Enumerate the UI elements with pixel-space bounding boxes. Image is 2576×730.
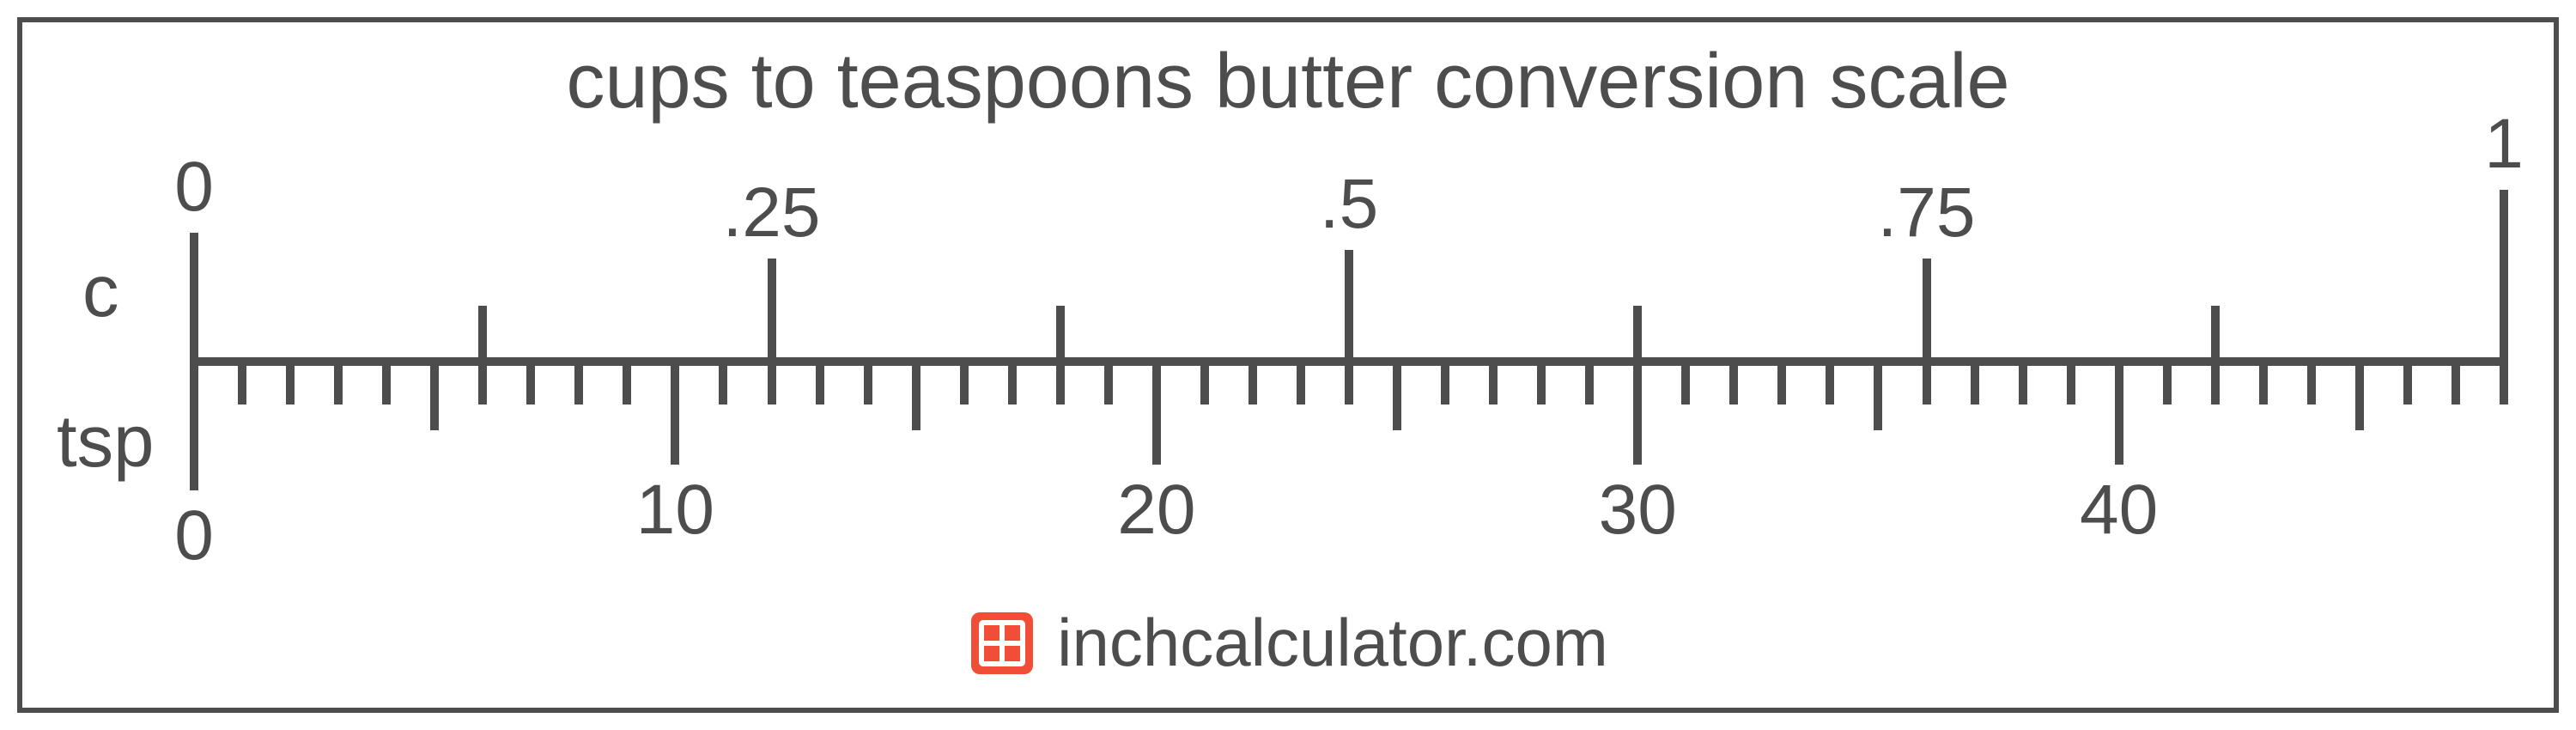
tick-mark <box>1537 362 1546 405</box>
tick-label: 1 <box>2484 104 2524 185</box>
tick-mark <box>1345 250 1353 362</box>
tick-label: 10 <box>636 470 714 551</box>
tick-mark <box>2163 362 2172 405</box>
tick-mark <box>382 362 391 405</box>
tick-label: 0 <box>174 147 214 228</box>
footer: inchcalculator.com <box>22 604 2554 682</box>
tick-mark <box>719 362 727 405</box>
tick-mark <box>1585 362 1594 405</box>
tick-mark <box>478 362 487 405</box>
tick-label: .75 <box>1878 173 1976 253</box>
tick-mark <box>816 362 824 405</box>
diagram-title: cups to teaspoons butter conversion scal… <box>22 38 2554 126</box>
tick-mark <box>2500 362 2508 405</box>
tick-mark <box>1345 362 1353 405</box>
tick-mark <box>1971 362 1979 405</box>
tick-label: 0 <box>174 496 214 576</box>
tick-mark <box>2067 362 2075 405</box>
tick-mark <box>2259 362 2268 405</box>
tick-mark <box>1249 362 1257 405</box>
tick-label: 30 <box>1599 470 1677 551</box>
tick-mark <box>1441 362 1449 405</box>
tick-mark <box>2115 362 2123 465</box>
tick-mark <box>1200 362 1209 405</box>
tick-mark <box>2403 362 2412 405</box>
tick-mark <box>1393 362 1401 430</box>
tick-label: .25 <box>723 173 821 253</box>
tick-mark <box>574 362 583 405</box>
footer-text: inchcalculator.com <box>1057 604 1608 682</box>
tick-mark <box>768 259 776 362</box>
tick-mark <box>2307 362 2316 405</box>
tick-label: 40 <box>2080 470 2158 551</box>
tick-mark <box>1056 362 1065 405</box>
tick-mark <box>1633 362 1642 465</box>
tick-mark <box>864 362 872 405</box>
tick-label: .5 <box>1320 164 1378 245</box>
tick-mark <box>960 362 969 405</box>
tick-mark <box>912 362 920 430</box>
tick-mark <box>1297 362 1305 405</box>
tick-mark <box>2451 362 2460 405</box>
tick-mark <box>526 362 535 405</box>
calculator-icon <box>968 609 1036 678</box>
tick-mark <box>2211 306 2220 362</box>
tick-mark <box>1826 362 1834 405</box>
unit-label-cups: c <box>82 250 119 334</box>
unit-label-teaspoons: tsp <box>57 400 154 484</box>
tick-mark <box>2019 362 2027 405</box>
tick-mark <box>286 362 295 405</box>
tick-label: 20 <box>1117 470 1195 551</box>
tick-mark <box>768 362 776 405</box>
diagram-frame: cups to teaspoons butter conversion scal… <box>17 17 2559 713</box>
tick-mark <box>1056 306 1065 362</box>
tick-mark <box>1681 362 1690 405</box>
tick-mark <box>478 306 487 362</box>
tick-mark <box>190 233 198 362</box>
tick-mark <box>2500 190 2508 362</box>
tick-mark <box>671 362 679 465</box>
tick-mark <box>238 362 246 405</box>
tick-mark <box>1729 362 1738 405</box>
tick-mark <box>1777 362 1786 405</box>
tick-mark <box>430 362 439 430</box>
tick-mark <box>2211 362 2220 405</box>
tick-mark <box>190 362 198 490</box>
tick-mark <box>623 362 631 405</box>
tick-mark <box>1104 362 1113 405</box>
tick-mark <box>1874 362 1882 430</box>
tick-mark <box>1008 362 1017 405</box>
tick-mark <box>334 362 343 405</box>
tick-mark <box>1152 362 1161 465</box>
tick-mark <box>1633 306 1642 362</box>
tick-mark <box>1923 259 1931 362</box>
tick-mark <box>2355 362 2364 430</box>
tick-mark <box>1923 362 1931 405</box>
tick-mark <box>1489 362 1498 405</box>
